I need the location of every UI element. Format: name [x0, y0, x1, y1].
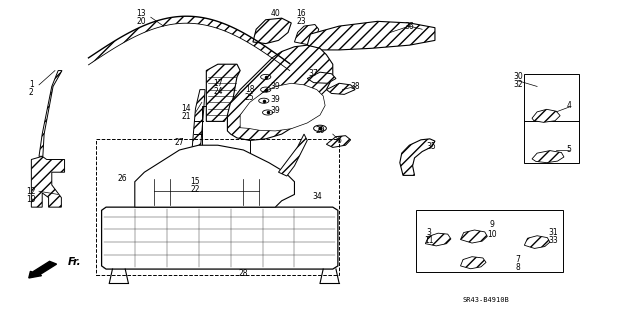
Polygon shape	[253, 18, 291, 44]
Text: 6: 6	[337, 136, 342, 145]
Polygon shape	[31, 156, 65, 207]
Text: 34: 34	[312, 191, 322, 201]
Text: 19: 19	[26, 195, 36, 204]
Text: 13: 13	[136, 9, 146, 18]
Bar	[524, 74, 579, 163]
Text: 30: 30	[513, 72, 523, 81]
Text: 7: 7	[516, 255, 520, 264]
Text: SR43-B4910B: SR43-B4910B	[463, 297, 509, 303]
Polygon shape	[307, 21, 435, 50]
Text: 25: 25	[245, 93, 255, 102]
Text: 2: 2	[29, 88, 34, 97]
Polygon shape	[307, 72, 336, 83]
Polygon shape	[532, 109, 560, 122]
Text: 9: 9	[490, 220, 495, 229]
Text: 4: 4	[566, 101, 572, 110]
Text: 17: 17	[213, 79, 223, 88]
Text: 39: 39	[271, 106, 280, 115]
Text: 36: 36	[404, 22, 414, 31]
Polygon shape	[461, 230, 487, 243]
Text: 10: 10	[488, 230, 497, 239]
Polygon shape	[294, 25, 319, 45]
Text: Fr.: Fr.	[68, 257, 81, 267]
Text: 22: 22	[191, 185, 200, 194]
Text: 37: 37	[308, 69, 319, 78]
Polygon shape	[278, 134, 307, 176]
Polygon shape	[400, 139, 435, 175]
Text: 20: 20	[136, 17, 146, 26]
Polygon shape	[461, 257, 486, 269]
Polygon shape	[240, 83, 325, 131]
Text: 39: 39	[271, 95, 280, 104]
Bar	[202, 106, 250, 191]
Bar	[97, 139, 339, 275]
Polygon shape	[532, 151, 564, 163]
Text: 23: 23	[296, 17, 306, 26]
Text: 38: 38	[350, 82, 360, 91]
Polygon shape	[189, 90, 205, 160]
Text: 39: 39	[271, 82, 280, 91]
Text: 14: 14	[181, 104, 191, 113]
Polygon shape	[227, 45, 333, 140]
Text: 29: 29	[315, 126, 325, 135]
Polygon shape	[426, 233, 451, 246]
Text: 5: 5	[566, 145, 572, 154]
Text: 15: 15	[191, 177, 200, 186]
Polygon shape	[326, 83, 355, 94]
Polygon shape	[102, 207, 338, 269]
Polygon shape	[206, 64, 240, 122]
Text: 12: 12	[27, 187, 36, 196]
Text: 33: 33	[548, 236, 558, 245]
Text: 8: 8	[516, 263, 520, 272]
Polygon shape	[39, 70, 62, 156]
Text: 32: 32	[513, 80, 523, 89]
Polygon shape	[135, 145, 294, 207]
Text: 11: 11	[424, 236, 433, 245]
Text: 40: 40	[271, 9, 280, 18]
Text: 3: 3	[426, 228, 431, 237]
Text: 1: 1	[29, 80, 34, 89]
Text: 18: 18	[245, 85, 255, 94]
Text: 28: 28	[239, 269, 248, 278]
Text: 35: 35	[427, 142, 436, 151]
FancyArrow shape	[29, 261, 56, 278]
Text: 27: 27	[175, 137, 184, 146]
Text: 31: 31	[548, 228, 558, 237]
Bar	[416, 210, 563, 272]
Text: 16: 16	[296, 9, 306, 18]
Polygon shape	[524, 236, 550, 249]
Text: 24: 24	[213, 87, 223, 96]
Text: 21: 21	[181, 112, 191, 121]
Polygon shape	[326, 136, 351, 147]
Text: 26: 26	[117, 174, 127, 183]
